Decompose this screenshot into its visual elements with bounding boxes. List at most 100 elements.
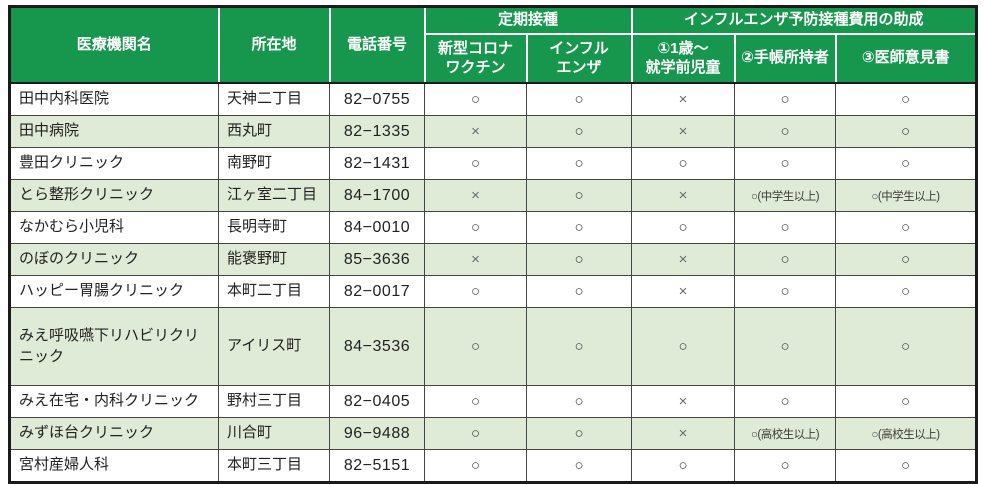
header-institution-name: 医療機関名 (8, 5, 220, 84)
cell-influenza-mark: ○ (525, 115, 633, 148)
cell-influenza-mark: ○ (525, 211, 633, 244)
cell-location: 長明寺町 (218, 211, 330, 244)
cell-subsidy-notebook-mark: ○ (734, 307, 837, 386)
cell-phone: 82−1335 (329, 115, 425, 148)
cell-phone: 85−3636 (329, 243, 425, 276)
cell-institution-name: のぼのクリニック (9, 243, 219, 276)
cell-subsidy-notebook-mark: ○ (734, 147, 837, 180)
header-row-groups: 医療機関名 所在地 電話番号 定期接種 インフルエンザ予防接種費用の助成 (8, 5, 978, 84)
cell-institution-name: 豊田クリニック (9, 147, 219, 180)
cell-subsidy-child-mark: ○ (631, 147, 736, 180)
header-covid-vaccine: 新型コロナ ワクチン (423, 33, 528, 84)
cell-institution-name: ハッピー胃腸クリニック (9, 275, 219, 308)
table-row: みえ在宅・内科クリニック 野村三丁目 82−0405 ○ ○ × ○ ○ (9, 385, 978, 418)
cell-covid-mark: ○ (424, 275, 527, 308)
cell-subsidy-notebook-mark: ○ (734, 449, 837, 483)
cell-location: 天神二丁目 (218, 82, 330, 116)
cell-institution-name: 田中病院 (9, 115, 219, 148)
table-row: のぼのクリニック 能褒野町 85−3636 × ○ × ○ ○ (9, 243, 978, 276)
header-subsidy-notebook-holder: ②手帳所持者 (733, 33, 837, 84)
table-row: 田中病院 西丸町 82−1335 × ○ × ○ ○ (9, 115, 978, 148)
cell-influenza-mark: ○ (525, 179, 633, 212)
cell-location: 野村三丁目 (218, 385, 330, 418)
cell-location: 江ヶ室二丁目 (218, 179, 330, 212)
cell-covid-mark: ○ (424, 417, 527, 450)
cell-subsidy-notebook-mark: ○ (734, 211, 837, 244)
cell-institution-name: なかむら小児科 (9, 211, 219, 244)
cell-subsidy-doctor-mark: ○(高校生以上) (835, 417, 978, 450)
cell-location: 南野町 (218, 147, 330, 180)
table-row: 豊田クリニック 南野町 82−1431 ○ ○ ○ ○ ○ (9, 147, 978, 180)
cell-institution-name: 田中内科医院 (9, 82, 219, 116)
header-group-influenza-subsidy: インフルエンザ予防接種費用の助成 (630, 5, 978, 35)
cell-location: アイリス町 (218, 307, 330, 386)
cell-subsidy-child-mark: × (631, 179, 736, 212)
header-location: 所在地 (217, 5, 331, 84)
cell-influenza-mark: ○ (525, 82, 633, 116)
table-row: みずほ台クリニック 川合町 96−9488 ○ ○ × ○(高校生以上) ○(高校生以上) (9, 417, 978, 450)
cell-influenza-mark: ○ (525, 243, 633, 276)
cell-subsidy-doctor-mark: ○ (835, 147, 978, 180)
cell-influenza-mark: ○ (525, 417, 633, 450)
cell-subsidy-notebook-mark: ○ (734, 243, 837, 276)
cell-location: 本町二丁目 (218, 275, 330, 308)
cell-phone: 82−0405 (329, 385, 425, 418)
header-phone: 電話番号 (328, 5, 426, 84)
cell-influenza-mark: ○ (525, 147, 633, 180)
table-row: みえ呼吸嚥下リハビリクリニック アイリス町 84−3536 ○ ○ ○ ○ ○ (9, 307, 978, 386)
table-header: 医療機関名 所在地 電話番号 定期接種 インフルエンザ予防接種費用の助成 新型コ… (8, 5, 978, 84)
table-row: 田中内科医院 天神二丁目 82−0755 ○ ○ × ○ ○ (9, 82, 978, 116)
cell-subsidy-doctor-mark: ○ (835, 115, 978, 148)
cell-subsidy-doctor-mark: ○ (835, 385, 978, 418)
cell-subsidy-notebook-mark: ○(中学生以上) (734, 179, 837, 212)
cell-phone: 82−0755 (329, 82, 425, 116)
cell-subsidy-child-mark: × (631, 385, 736, 418)
cell-influenza-mark: ○ (525, 307, 633, 386)
cell-location: 本町三丁目 (218, 449, 330, 483)
cell-covid-mark: ○ (424, 385, 527, 418)
header-row-sub: 新型コロナ ワクチン インフル エンザ ①1歳～ 就学前児童 ②手帳所持者 ③医… (10, 33, 978, 84)
cell-subsidy-doctor-mark: ○ (835, 275, 978, 308)
cell-location: 川合町 (218, 417, 330, 450)
cell-covid-mark: ○ (424, 147, 527, 180)
cell-subsidy-doctor-mark: ○ (835, 211, 978, 244)
table-row: ハッピー胃腸クリニック 本町二丁目 82−0017 ○ ○ × ○ ○ (9, 275, 978, 308)
cell-phone: 82−1431 (329, 147, 425, 180)
cell-subsidy-child-mark: × (631, 82, 736, 116)
table-row: なかむら小児科 長明寺町 84−0010 ○ ○ ○ ○ ○ (9, 211, 978, 244)
cell-covid-mark: ○ (424, 82, 527, 116)
cell-institution-name: とら整形クリニック (9, 179, 219, 212)
cell-covid-mark: × (424, 115, 527, 148)
cell-subsidy-notebook-mark: ○ (734, 385, 837, 418)
cell-subsidy-child-mark: ○ (631, 307, 736, 386)
cell-subsidy-child-mark: ○ (631, 211, 736, 244)
cell-institution-name: 宮村産婦人科 (9, 449, 219, 483)
cell-subsidy-doctor-mark: ○ (835, 307, 978, 386)
cell-subsidy-doctor-mark: ○(中学生以上) (835, 179, 978, 212)
cell-location: 西丸町 (218, 115, 330, 148)
cell-subsidy-child-mark: × (631, 275, 736, 308)
cell-covid-mark: × (424, 243, 527, 276)
cell-influenza-mark: ○ (525, 385, 633, 418)
cell-institution-name: みずほ台クリニック (9, 417, 219, 450)
table-row: 宮村産婦人科 本町三丁目 82−5151 ○ ○ ○ ○ ○ (9, 449, 978, 483)
cell-subsidy-doctor-mark: ○ (835, 243, 978, 276)
cell-phone: 96−9488 (329, 417, 425, 450)
table-body: 田中内科医院 天神二丁目 82−0755 ○ ○ × ○ ○ 田中病院 西丸町 82−1335 × ○ ×… (9, 82, 978, 483)
cell-subsidy-doctor-mark: ○ (835, 449, 978, 483)
cell-subsidy-notebook-mark: ○ (734, 115, 837, 148)
cell-influenza-mark: ○ (525, 275, 633, 308)
cell-location: 能褒野町 (218, 243, 330, 276)
medical-institutions-table: 医療機関名 所在地 電話番号 定期接種 インフルエンザ予防接種費用の助成 新型コ… (8, 5, 979, 484)
table-row: とら整形クリニック 江ヶ室二丁目 84−1700 × ○ × ○(中学生以上) ○(中学生以上… (9, 179, 978, 212)
header-group-routine-vaccination: 定期接種 (423, 5, 633, 35)
cell-covid-mark: ○ (424, 211, 527, 244)
cell-phone: 84−1700 (329, 179, 425, 212)
cell-covid-mark: ○ (424, 307, 527, 386)
cell-subsidy-child-mark: × (631, 115, 736, 148)
cell-institution-name: みえ呼吸嚥下リハビリクリニック (9, 307, 219, 386)
cell-phone: 82−5151 (329, 449, 425, 483)
cell-influenza-mark: ○ (525, 449, 633, 483)
cell-covid-mark: ○ (424, 449, 527, 483)
